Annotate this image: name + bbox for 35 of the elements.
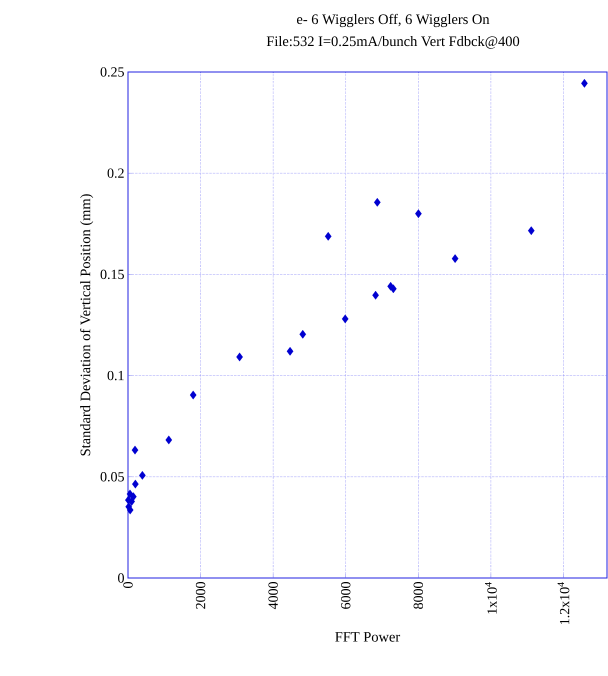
point [374, 198, 381, 207]
y-tick-label: 0.2 [108, 168, 124, 178]
chart-subtitle: File:532 I=0.25mA/bunch Vert Fdbck@400 [266, 36, 520, 49]
chart-title: e- 6 Wigglers Off, 6 Wigglers On [297, 14, 490, 28]
point [452, 254, 459, 263]
x-tick-label: 2000 [196, 582, 206, 609]
point [190, 390, 197, 400]
point [139, 470, 146, 480]
x-tick-label: 6000 [341, 582, 351, 609]
point [286, 346, 294, 356]
point [128, 497, 136, 506]
point [325, 232, 332, 241]
point [132, 446, 139, 454]
y-tick-label: 0.05 [100, 472, 124, 482]
x-tick-label: 8000 [414, 582, 424, 609]
y-tick-label: 0.1 [108, 370, 124, 380]
point [581, 78, 588, 88]
x-tick-label: 1x10$^{4}$ [485, 582, 498, 614]
point [390, 284, 397, 294]
point [236, 352, 244, 362]
point [132, 480, 139, 488]
y-axis-title: Standard Deviation of Vertical Position (mm) [80, 194, 94, 456]
point [528, 226, 535, 236]
point [166, 436, 172, 444]
x-tick-label: 0 [124, 582, 133, 588]
point [300, 330, 306, 339]
point [415, 209, 422, 218]
x-tick-label: 4000 [268, 582, 278, 610]
x-tick-label: 1.2x10$^{4}$ [558, 582, 570, 624]
point [372, 290, 380, 300]
y-tick-label: 0 [118, 573, 124, 583]
y-tick-label: 0.25 [100, 67, 124, 77]
x-axis-title: FFT Power [335, 632, 400, 642]
point [342, 314, 349, 324]
y-tick-label: 0.15 [100, 270, 124, 280]
